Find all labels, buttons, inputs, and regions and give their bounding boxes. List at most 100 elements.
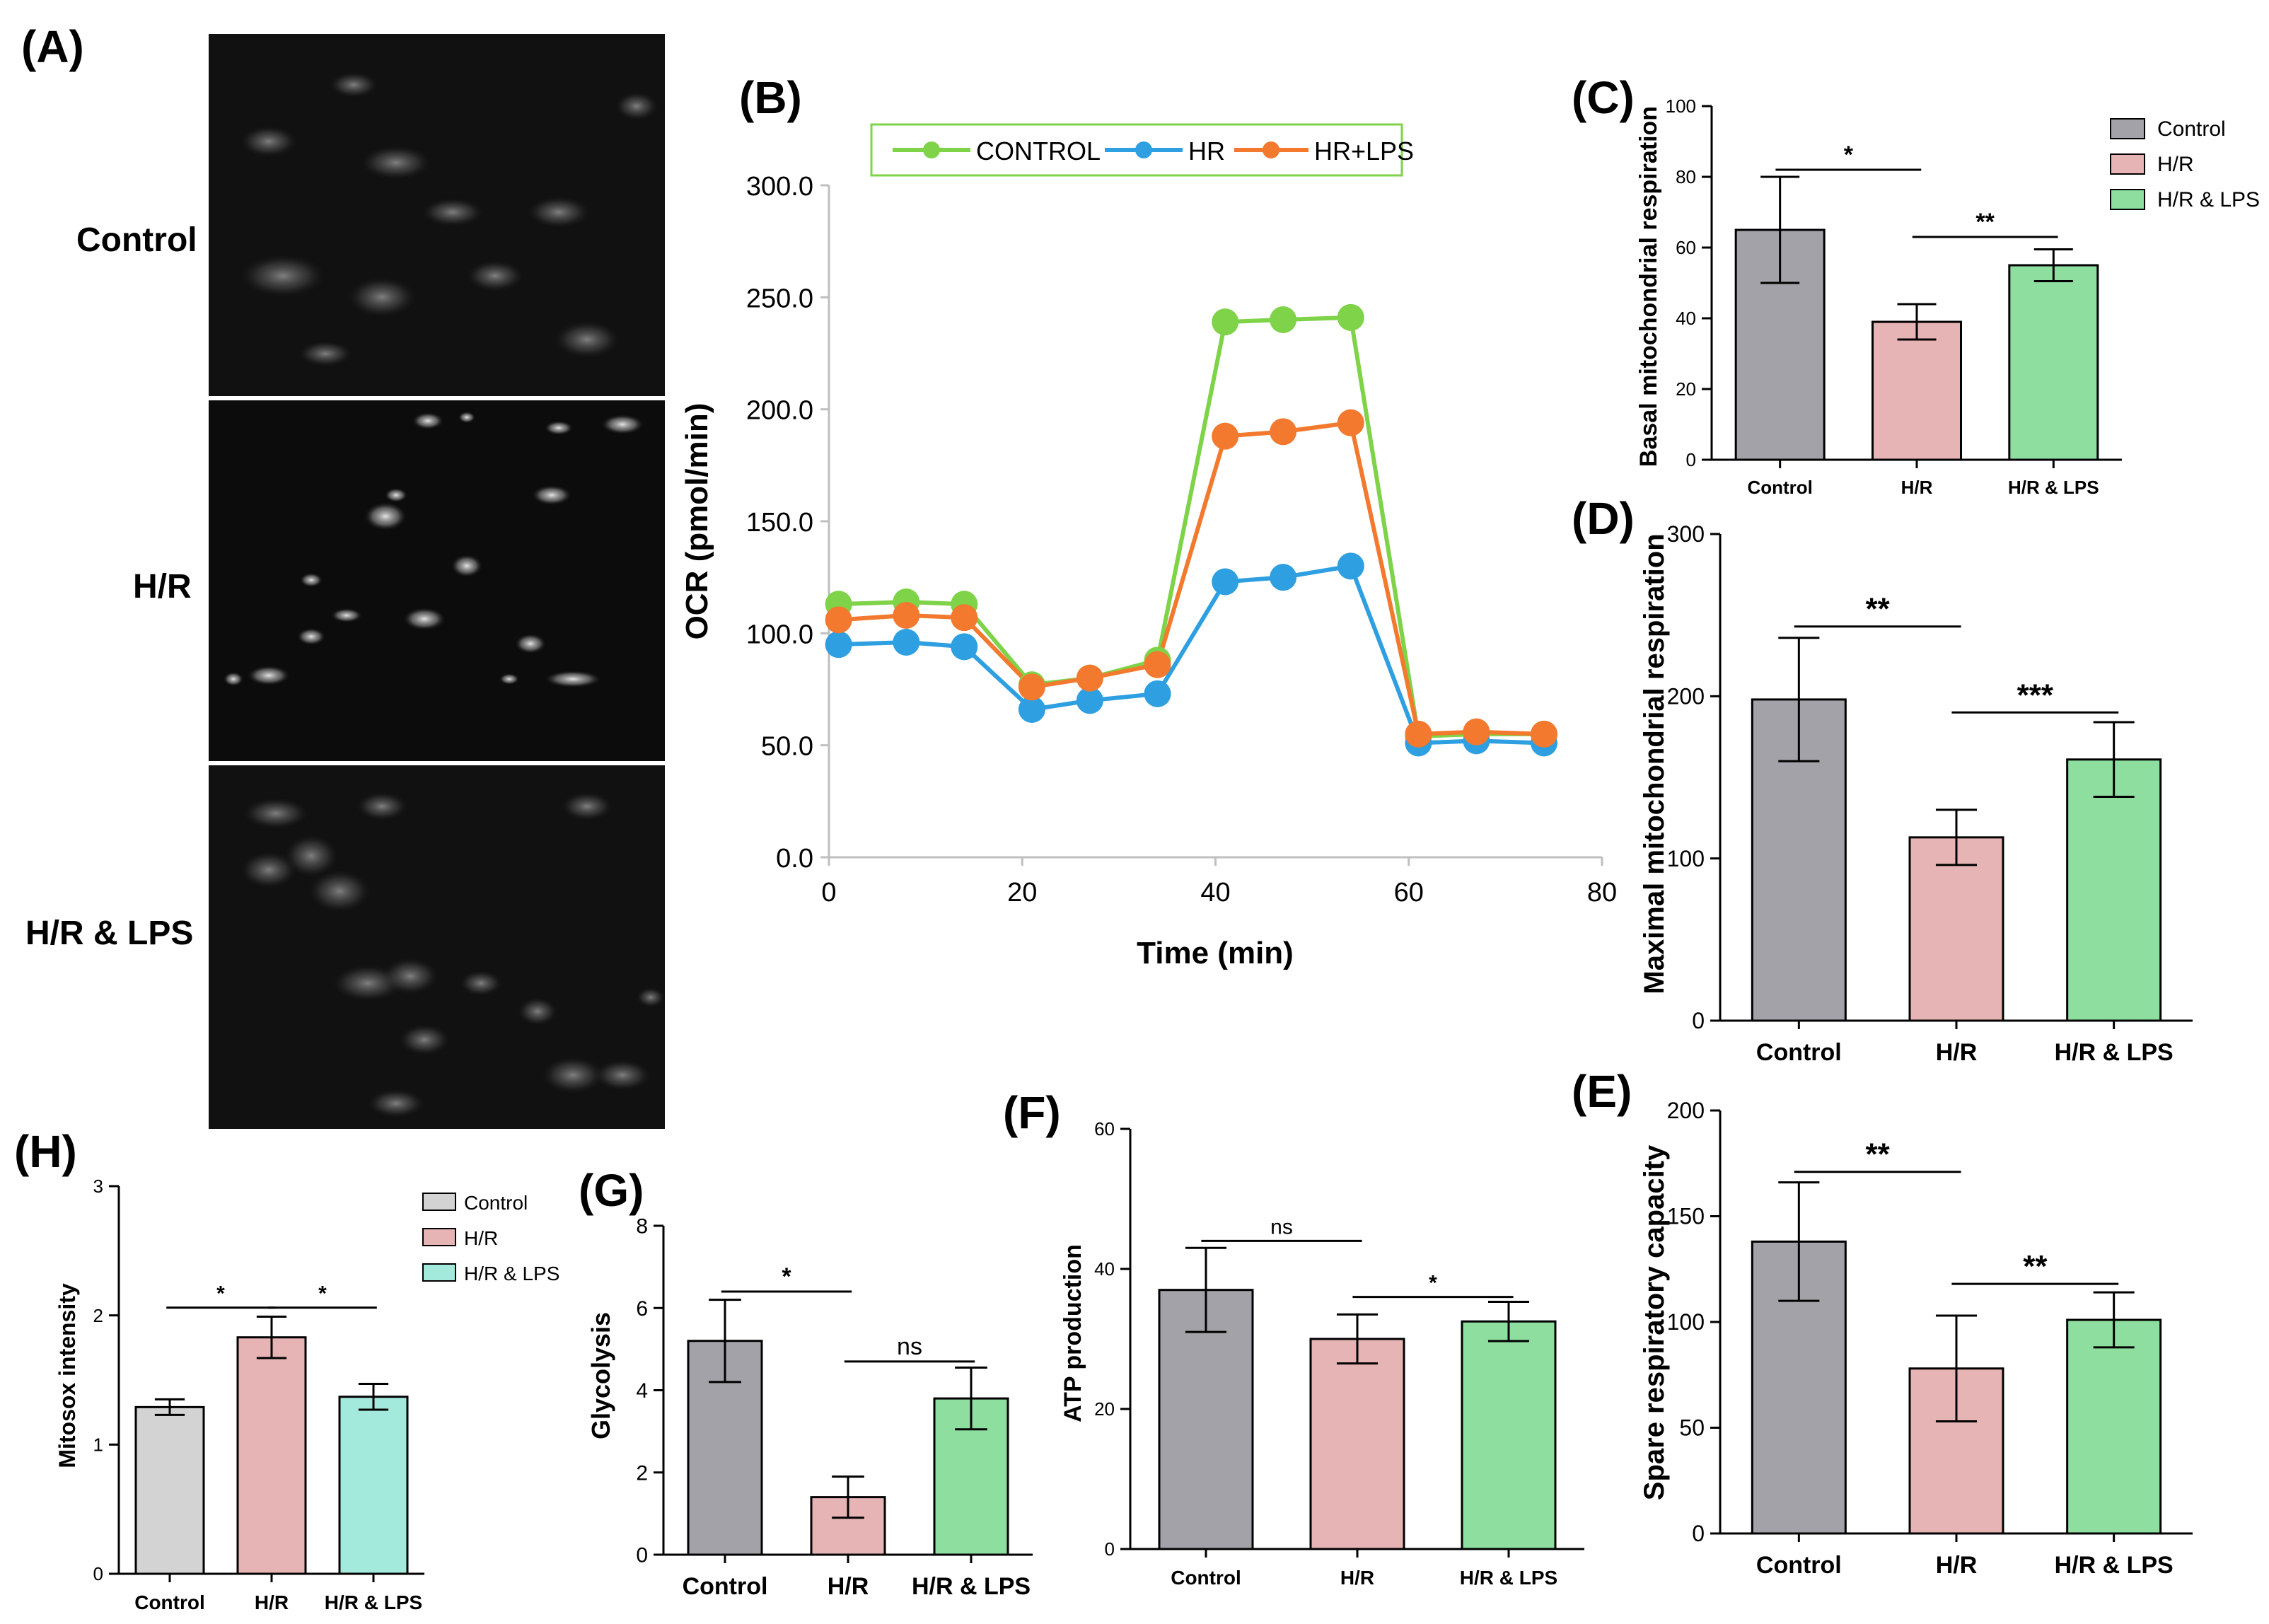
panel-e-bar-h-r-lps [2066, 1318, 2162, 1535]
panel-g-ytick-label: 4 [636, 1379, 648, 1403]
panel-h-letter: (H) [14, 1126, 77, 1177]
panel-e-sig-label: ** [2023, 1249, 2048, 1284]
panel-c-legend-hr: H/R [2157, 153, 2194, 176]
panel-h-category-label: H/R & LPS [325, 1591, 422, 1613]
panel-b-ytick-label: 50.0 [761, 732, 813, 762]
panel-b-point-hr [1337, 552, 1364, 580]
panel-g-sig-label: * [782, 1263, 791, 1290]
panel-e-ytick-label: 100 [1667, 1309, 1705, 1335]
panel-b-ytick-label: 200.0 [746, 396, 813, 426]
panel-e-category-label: H/R & LPS [2055, 1552, 2174, 1579]
micrograph-hr [209, 400, 665, 761]
panel-h-legend: Control H/R H/R & LPS [422, 1192, 559, 1284]
panel-b-ytick-label: 150.0 [746, 508, 813, 538]
panel-c-category-label: H/R [1901, 477, 1933, 498]
panel-c-ytick-label: 40 [1676, 308, 1696, 329]
panel-b-point-hr-lps [1144, 651, 1171, 678]
panel-h-legend-swatch-control [422, 1193, 456, 1211]
panel-b-point-hr-lps [1531, 720, 1558, 748]
panel-c-ytick-label: 80 [1676, 166, 1696, 187]
panel-b-point-control [1337, 303, 1364, 331]
panel-d-category-label: Control [1756, 1039, 1842, 1066]
panel-g-ytick-label: 2 [636, 1461, 648, 1485]
panel-d-category-label: H/R [1936, 1039, 1978, 1066]
panel-b-legend-hr: HR [1188, 137, 1225, 166]
panel-f-ytick-label: 20 [1094, 1398, 1115, 1420]
panel-b-xlabel: Time (min) [1137, 936, 1294, 970]
panel-f-sig-label: * [1429, 1272, 1437, 1295]
panel-c-bar-h-r-lps [2008, 264, 2099, 461]
panel-e-ytick-label: 0 [1692, 1521, 1705, 1546]
panel-b-point-hr [893, 629, 920, 656]
panel-b-point-hr-lps [1212, 422, 1239, 450]
panel-c-legend-swatch-hr [2110, 153, 2145, 175]
panel-g-category-label: H/R [828, 1573, 869, 1600]
panel-e-category-label: Control [1756, 1552, 1842, 1579]
panel-d-ytick-label: 200 [1667, 684, 1705, 709]
panel-f-category-label: H/R & LPS [1460, 1567, 1557, 1589]
panel-b-ytick-label: 0.0 [776, 844, 813, 874]
panel-c-sig-label: ** [1975, 209, 1995, 236]
micrograph-control [209, 34, 665, 396]
panel-g: (G) Glycolysis 0 2 4 6 8 Control H/R H/R & LPS *… [579, 1165, 1033, 1600]
panel-b-ylabel: OCR (pmol/min) [680, 403, 714, 640]
panel-e-ytick-label: 150 [1667, 1204, 1705, 1229]
panel-e: (E) Spare respiratory capacity 0 50 100 150… [1572, 1066, 2193, 1579]
panel-e-ylabel: Spare respiratory capacity [1639, 1144, 1670, 1500]
panel-b-ytick-label: 100.0 [746, 620, 813, 649]
panel-b-point-hr-lps [1076, 664, 1103, 692]
panel-g-ylabel: Glycolysis [586, 1312, 615, 1439]
panel-b-xtick-label: 20 [1007, 878, 1037, 907]
panel-b-ytick-label: 250.0 [746, 284, 813, 313]
panel-c-ylabel: Basal mitochondrial respiration [1635, 106, 1662, 467]
panel-c-category-label: Control [1747, 477, 1812, 498]
panel-c-legend-control: Control [2157, 117, 2226, 141]
panel-c-letter: (C) [1572, 72, 1635, 123]
panel-b-legend-hrlps: HR+LPS [1314, 137, 1414, 166]
panel-h-legend-control: Control [464, 1192, 528, 1214]
panel-c-legend-swatch-control [2110, 118, 2145, 139]
panel-f-ylabel: ATP production [1060, 1244, 1086, 1422]
panel-f-category-label: Control [1171, 1567, 1241, 1589]
panel-e-ytick-label: 200 [1667, 1098, 1705, 1123]
panel-h-legend-hr-lps: H/R & LPS [464, 1263, 559, 1284]
panel-h-sig-label: * [216, 1282, 225, 1306]
panel-b-series-line-hr-lps [838, 420, 1545, 736]
micrograph-divider-2 [209, 761, 665, 765]
panel-b-point-hr-lps [1270, 418, 1297, 446]
panel-c-bar-h-r [1872, 320, 1962, 461]
panel-b-point-hr [825, 631, 852, 659]
micrograph-hr-lps [209, 765, 665, 1129]
panel-c-legend-hr-lps: H/R & LPS [2157, 188, 2260, 211]
panel-b-xtick-label: 80 [1587, 878, 1617, 907]
panel-g-ytick-label: 6 [636, 1297, 648, 1321]
panel-f-ytick-label: 60 [1094, 1118, 1115, 1139]
panel-b-series-line-hr [838, 563, 1545, 746]
panel-b-xtick-label: 40 [1200, 878, 1230, 907]
panel-f-ytick-label: 40 [1094, 1258, 1115, 1280]
micrograph-divider-1 [209, 396, 665, 400]
panel-a-row-label-hr: H/R [133, 568, 192, 605]
panel-f-bar-h-r [1309, 1338, 1405, 1550]
panel-h-legend-swatch-hr-lps [422, 1263, 456, 1282]
panel-d-ytick-label: 0 [1692, 1008, 1705, 1033]
panel-f-sig-label: ns [1270, 1215, 1293, 1239]
panel-h-legend-swatch-hr [422, 1228, 456, 1246]
panel-c-ytick-label: 0 [1686, 449, 1696, 470]
panel-f: (F) ATP production 0 20 40 60 Control H/R H/R … [1003, 1087, 1584, 1589]
panel-b-ytick-label: 300.0 [746, 172, 813, 202]
panel-f-bar-control [1158, 1289, 1254, 1550]
panel-b-point-hr-lps [893, 602, 920, 629]
panel-b: (B) CONTROL HR HR+LPS Time (min) OCR (pm… [680, 72, 1617, 970]
panel-c-sig-label: * [1844, 141, 1854, 168]
panel-h-category-label: Control [134, 1591, 205, 1613]
panel-b-point-hr-lps [1463, 718, 1490, 746]
panel-h-ylabel: Mitosox intensity [54, 1283, 80, 1468]
panel-d-ytick-label: 100 [1667, 846, 1705, 871]
panel-h-bar-control [134, 1405, 205, 1575]
panel-d-sig-label: ** [1866, 592, 1891, 627]
panel-f-category-label: H/R [1340, 1567, 1374, 1589]
panel-f-ytick-label: 0 [1105, 1538, 1115, 1560]
panel-c-ytick-label: 100 [1666, 95, 1696, 117]
